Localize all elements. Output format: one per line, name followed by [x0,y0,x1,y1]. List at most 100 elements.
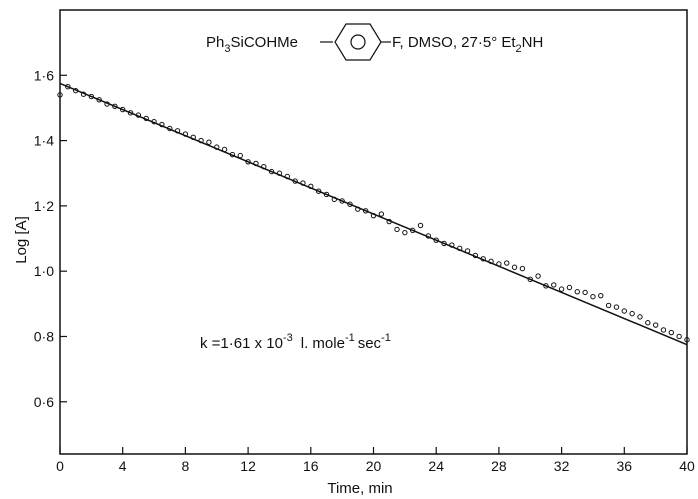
svg-text:Ph3SiCOHMe: Ph3SiCOHMe [206,34,298,55]
data-points [57,84,690,343]
y-tick-label: 0·6 [34,394,54,410]
fit-line [59,82,688,346]
data-point [57,92,63,98]
data-point [637,314,643,320]
data-point [143,115,149,122]
data-point [535,273,541,279]
data-point [261,164,267,170]
data-point [621,308,627,314]
y-tick-label: 1·6 [34,67,54,83]
data-point [496,261,502,267]
data-point [684,337,690,343]
data-point [676,333,682,340]
data-point [308,183,314,189]
x-tick-label: 32 [554,458,570,474]
title-end: NH [522,34,544,51]
y-tick-label: 1·2 [34,198,54,214]
svg-text:F, DMSO, 27·5° Et2NH: F, DMSO, 27·5° Et2NH [392,34,543,55]
data-point [182,131,189,137]
data-point [339,198,345,204]
data-point [300,180,306,186]
data-point [80,91,87,97]
data-point [159,121,165,128]
title-mid: SiCOHMe [230,34,298,51]
title-prefix: Ph [206,34,224,51]
chart-title: Ph3SiCOHMe F, DMSO, 27·5° Et2NH [206,23,543,61]
x-tick-label: 28 [491,458,507,474]
data-point [112,103,118,110]
title-suffix: F, DMSO, 27·5° Et [392,34,516,51]
data-point [292,178,298,184]
data-point [370,212,377,219]
data-point [449,242,455,248]
data-point [613,304,620,310]
title-sub1: 3 [224,43,230,55]
data-point [558,286,565,292]
data-point [511,264,518,270]
data-point [65,84,71,90]
data-point [645,320,651,326]
data-point [590,293,596,300]
data-point [652,322,659,328]
data-point [127,110,134,116]
data-point [543,283,549,289]
data-point [120,106,126,113]
data-point [253,160,259,167]
x-tick-label: 36 [617,458,633,474]
plot-frame [59,9,688,455]
k-units1: l. mole [301,335,345,352]
data-point [362,208,369,214]
y-axis-label: Log [A] [13,216,30,264]
x-tick-label: 8 [182,458,190,474]
ring-circle [350,34,366,50]
k-exp1: -3 [283,332,293,344]
y-ticks: 0·6 0·8 1·0 1·2 1·4 1·6 [34,67,67,410]
k-exp2: -1 [345,332,355,344]
data-point [457,245,463,252]
data-point [668,329,675,336]
x-ticks: 0 4 8 12 16 20 24 28 32 36 40 [56,447,695,474]
data-point [315,188,322,194]
data-point [229,151,236,158]
x-tick-label: 16 [303,458,319,474]
data-point [96,97,102,103]
data-point [409,227,416,234]
k-exp3: -1 [381,332,391,344]
data-point [605,302,612,309]
data-point [488,258,494,265]
data-point [174,128,181,134]
y-tick-label: 0·8 [34,328,54,344]
data-point [268,168,275,175]
data-point [417,222,424,229]
data-point [386,218,392,225]
data-point [574,289,580,295]
data-point [151,118,157,125]
data-point [276,170,283,176]
x-tick-label: 4 [119,458,127,474]
x-tick-label: 24 [428,458,444,474]
data-point [598,292,604,299]
y-tick-label: 1·0 [34,263,54,279]
data-point [527,276,533,283]
data-point [425,233,432,239]
data-point [72,87,79,94]
k-text: k =1·61 x 10 [200,335,283,352]
data-point [135,112,142,118]
data-point [394,226,400,233]
data-point [433,237,439,243]
data-point [519,265,526,272]
data-point [355,206,361,212]
data-point [472,252,479,259]
data-point [660,327,667,333]
data-point [504,260,510,266]
data-point [551,282,557,288]
y-tick-label: 1·4 [34,133,54,149]
x-axis-label: Time, min [327,480,392,497]
data-point [331,196,338,203]
data-point [104,101,110,107]
data-point [190,134,196,141]
data-point [245,159,251,165]
x-tick-label: 40 [679,458,695,474]
data-point [221,146,228,153]
